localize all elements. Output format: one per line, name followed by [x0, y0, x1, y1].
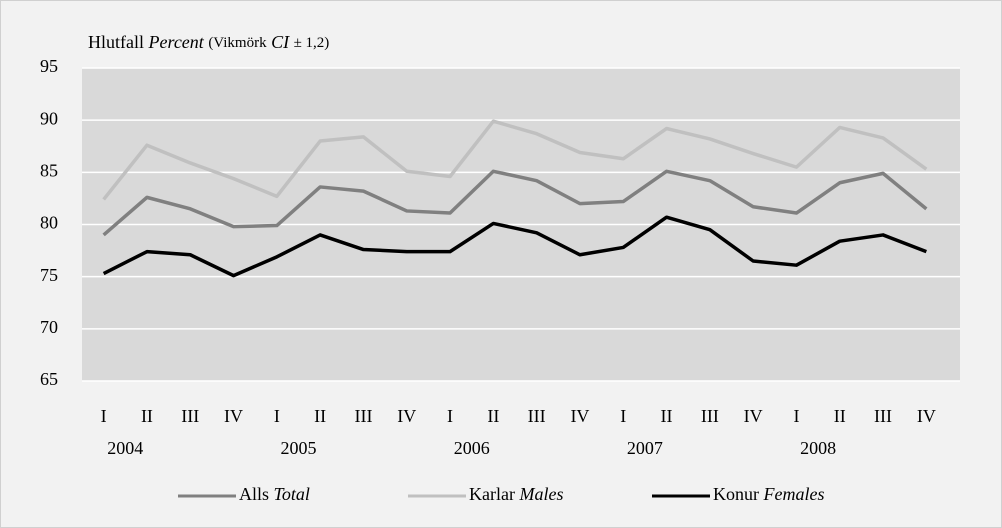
x-tick-label: II: [141, 406, 153, 426]
x-tick-label: III: [874, 406, 892, 426]
x-tick-label: I: [101, 406, 107, 426]
legend-name-italic: Females: [763, 484, 825, 504]
x-tick-label: II: [834, 406, 846, 426]
x-tick-label: IV: [224, 406, 243, 426]
year-label: 2007: [627, 438, 663, 458]
legend-name: Karlar: [469, 484, 515, 504]
year-label: 2006: [454, 438, 490, 458]
year-label: 2005: [281, 438, 317, 458]
legend-name: Alls: [239, 484, 269, 504]
legend-label: Karlar Males: [469, 484, 563, 504]
year-label: 2004: [107, 438, 143, 458]
x-tick-label: I: [447, 406, 453, 426]
title-part: CI: [271, 32, 290, 52]
legend-label: Konur Females: [713, 484, 824, 504]
x-tick-label: II: [661, 406, 673, 426]
x-tick-label: I: [793, 406, 799, 426]
x-tick-label: II: [314, 406, 326, 426]
y-tick-label: 75: [40, 265, 58, 285]
y-tick-label: 70: [40, 317, 58, 337]
legend-name: Konur: [713, 484, 759, 504]
series-line: [102, 119, 928, 201]
x-tick-label: I: [274, 406, 280, 426]
x-tick-label: III: [354, 406, 372, 426]
y-tick-label: 95: [40, 56, 58, 76]
series-line: [102, 169, 928, 237]
x-tick-label: IV: [570, 406, 589, 426]
x-tick-label: III: [528, 406, 546, 426]
x-tick-label: IV: [397, 406, 416, 426]
title-part: Hlutfall: [88, 32, 144, 52]
series-line: [102, 215, 927, 278]
x-tick-label: IV: [744, 406, 763, 426]
x-tick-label: II: [487, 406, 499, 426]
title-part: Percent: [148, 32, 205, 52]
y-tick-label: 90: [40, 108, 58, 128]
y-tick-label: 65: [40, 369, 58, 389]
title-part: (Vikmörk: [208, 35, 267, 51]
x-tick-label: I: [620, 406, 626, 426]
year-label: 2008: [800, 438, 836, 458]
legend-name-italic: Males: [518, 484, 563, 504]
chart-title: Hlutfall Percent (Vikmörk CI ± 1,2): [88, 32, 329, 52]
legend-name-italic: Total: [274, 484, 310, 504]
legend-label: Alls Total: [239, 484, 310, 504]
x-tick-label: III: [701, 406, 719, 426]
x-tick-label: III: [181, 406, 199, 426]
x-tick-label: IV: [917, 406, 936, 426]
y-tick-label: 80: [40, 213, 58, 233]
y-tick-label: 85: [40, 160, 58, 180]
title-part: ± 1,2): [294, 35, 330, 51]
